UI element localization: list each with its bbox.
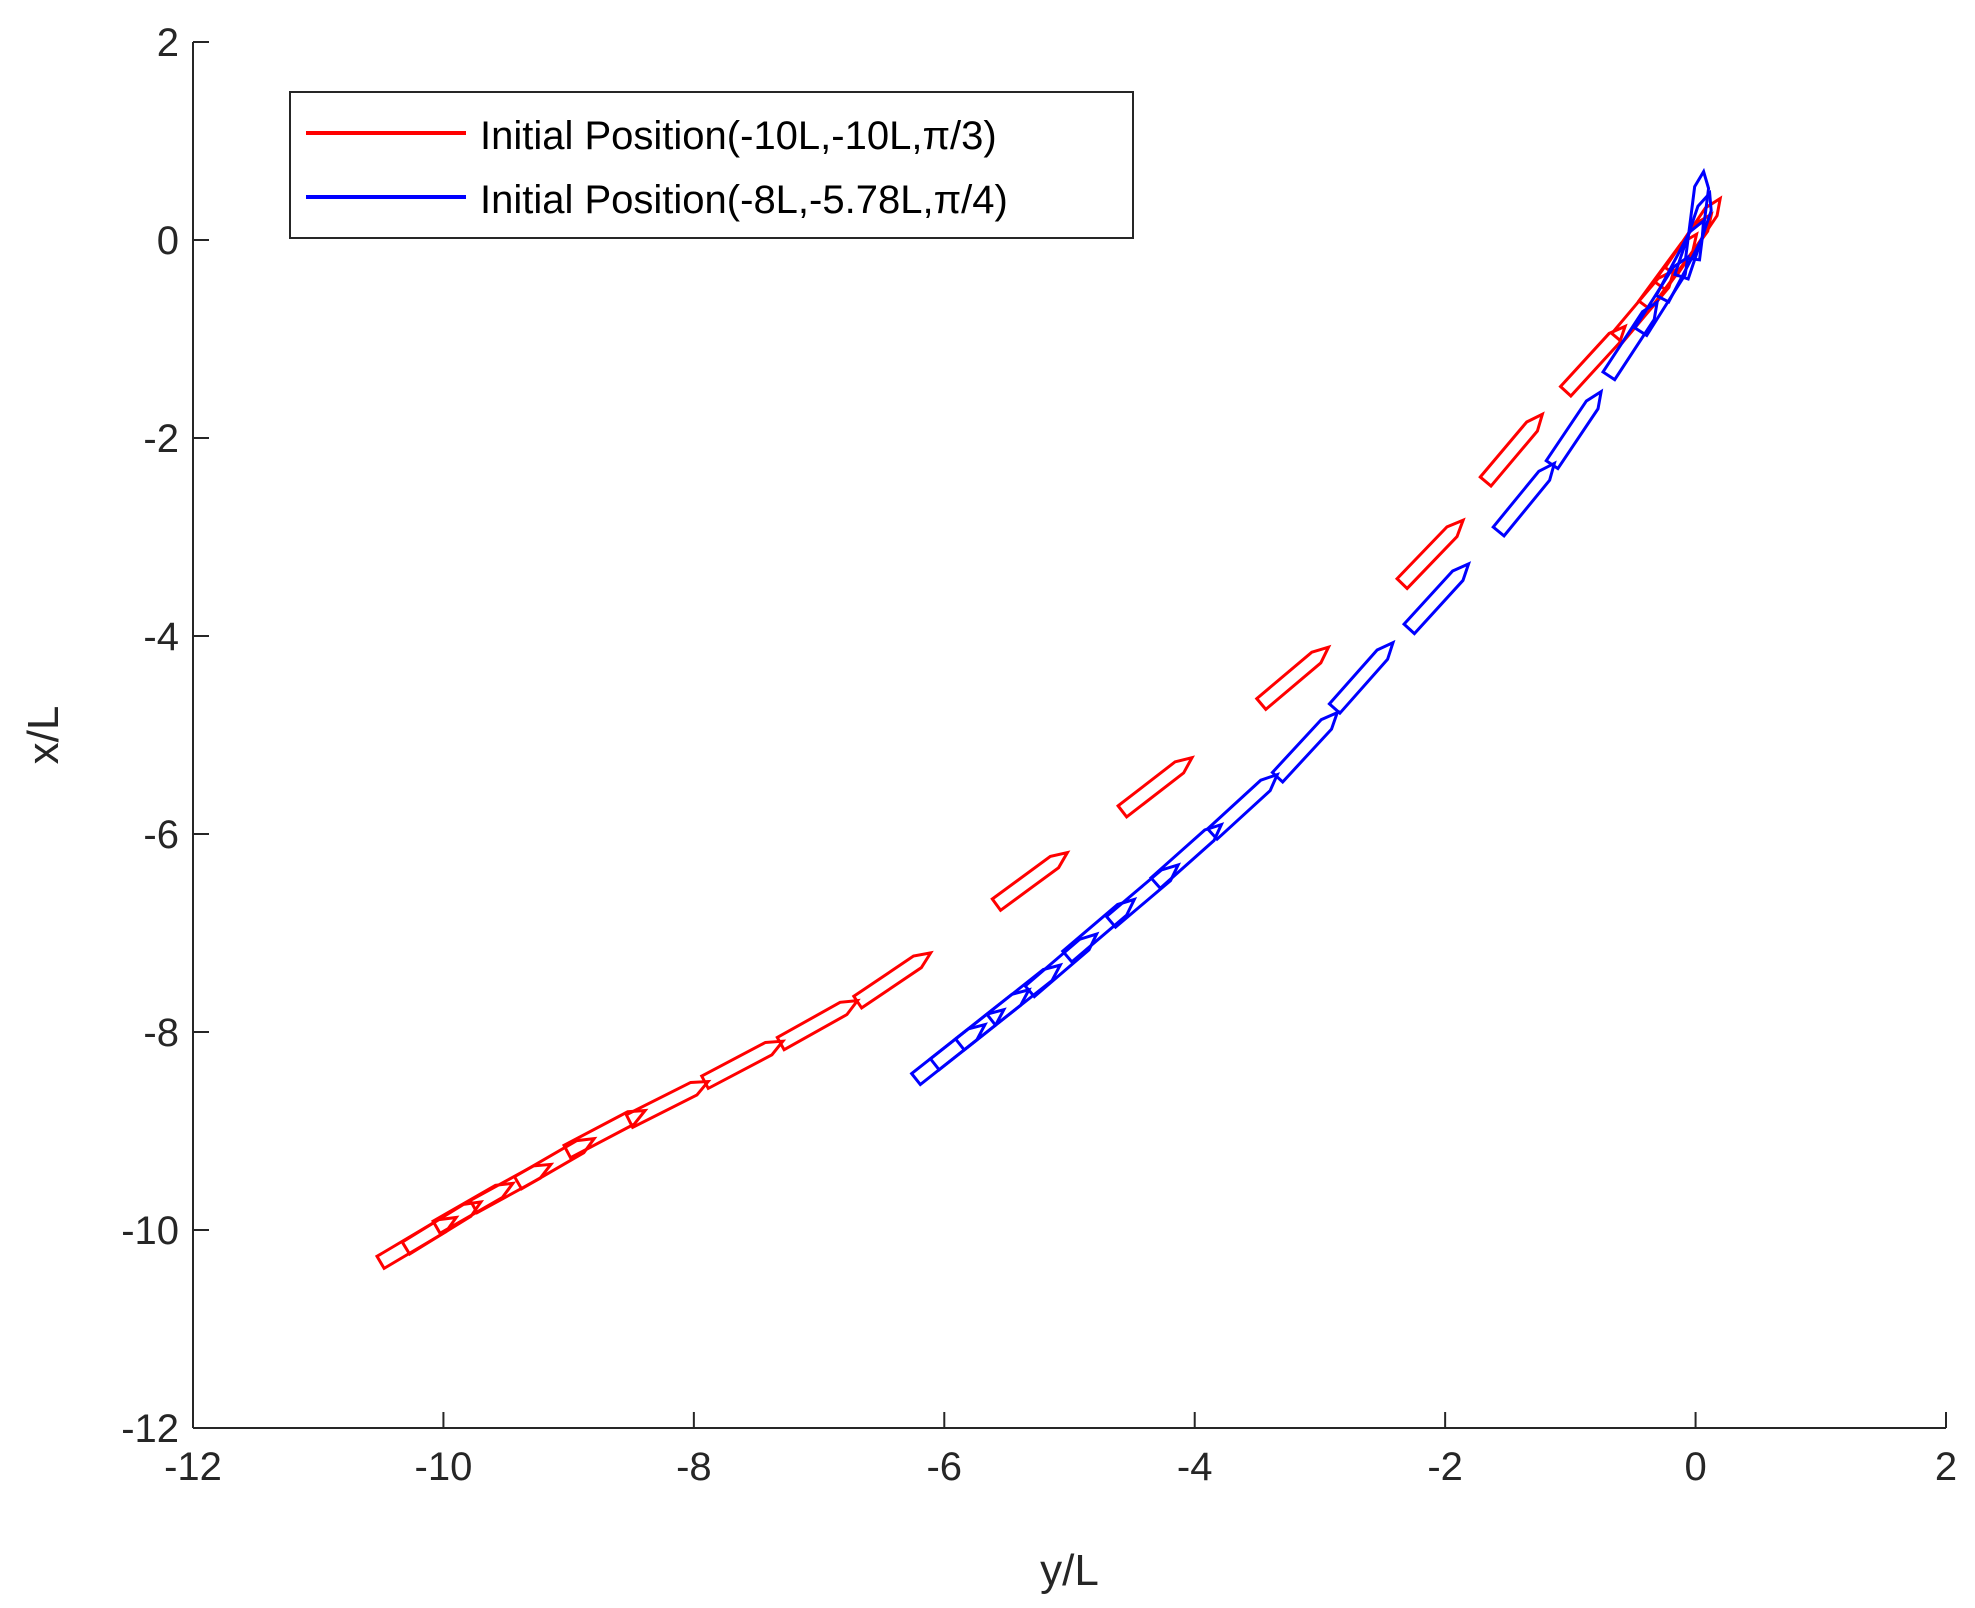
ship-marker [1394, 517, 1466, 591]
ship-marker [1254, 644, 1332, 712]
y-tick-label: -6 [143, 813, 179, 857]
x-tick-label: -2 [1427, 1445, 1463, 1489]
y-tick-label: -12 [121, 1407, 179, 1451]
x-tick-label: -12 [164, 1445, 222, 1489]
legend-entry-red: Initial Position(-10L,-10L,π/3) [480, 114, 997, 158]
series-layer [374, 167, 1723, 1271]
ship-marker [1327, 639, 1396, 716]
ship-marker [1270, 709, 1340, 785]
x-tick-label: -6 [926, 1445, 962, 1489]
ship-marker [561, 1108, 649, 1160]
ship-marker [1115, 755, 1195, 820]
ship-marker [1148, 822, 1225, 891]
ship-marker [1558, 323, 1628, 399]
axes: -12 -10 -8 -6 -4 -2 0 2 -12 -10 -8 -6 -4 -2 0 2 [121, 21, 1957, 1489]
ship-marker [1023, 931, 1100, 999]
y-tick-label: -10 [121, 1209, 179, 1253]
ship-marker [1060, 897, 1138, 964]
legend-box [289, 91, 1134, 239]
ship-marker [1600, 299, 1660, 382]
y-tick-label: -4 [143, 615, 179, 659]
plot-area [193, 42, 1946, 1428]
legend: Initial Position(-10L,-10L,π/3) Initial … [289, 91, 1134, 239]
ship-marker [990, 850, 1071, 913]
x-tick-label: 2 [1935, 1445, 1957, 1489]
ship-marker [512, 1136, 598, 1191]
x-axis-label: y/L [1040, 1546, 1099, 1595]
ship-marker [1491, 460, 1557, 538]
ship-marker [699, 1039, 787, 1091]
y-axis-label: x/L [19, 706, 68, 765]
ship-marker [1401, 561, 1472, 636]
ship-marker [1478, 411, 1545, 489]
ship-marker [624, 1079, 712, 1130]
ship-marker [1205, 772, 1281, 842]
series-blue [909, 167, 1713, 1087]
x-tick-label: 0 [1684, 1445, 1706, 1489]
ship-marker [1673, 189, 1713, 281]
ship-marker [1683, 167, 1711, 262]
y-tick-label: -2 [143, 417, 179, 461]
series-red [374, 195, 1723, 1271]
legend-entry-blue: Initial Position(-8L,-5.78L,π/4) [480, 178, 1008, 222]
x-tick-label: -10 [415, 1445, 473, 1489]
y-tick-label: 2 [157, 21, 179, 65]
ship-marker [851, 950, 934, 1010]
ship-marker [1544, 388, 1604, 471]
ship-marker [775, 998, 861, 1052]
y-tick-label: 0 [157, 219, 179, 263]
x-tick-label: -8 [676, 1445, 712, 1489]
x-tick-label: -4 [1177, 1445, 1213, 1489]
y-tick-label: -8 [143, 1011, 179, 1055]
